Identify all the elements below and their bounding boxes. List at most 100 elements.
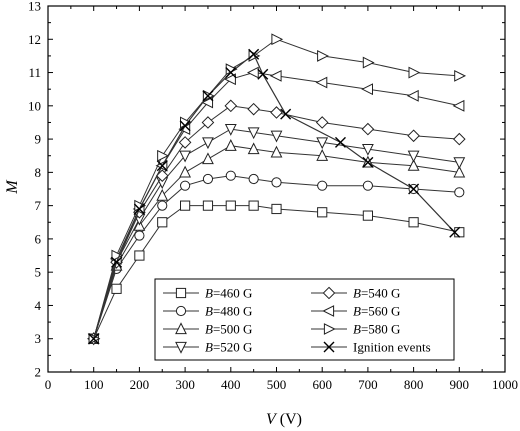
series-1-point xyxy=(317,207,328,218)
series-2-point xyxy=(362,180,373,191)
legend-item-1: B=460 G xyxy=(163,286,252,301)
series-2-point xyxy=(271,177,282,188)
series-1-point xyxy=(225,200,236,211)
series-8 xyxy=(88,48,461,345)
series-line-8 xyxy=(93,53,456,339)
legend-box xyxy=(154,278,455,361)
legend-label: B=580 G xyxy=(353,322,400,337)
x-tick-label: 900 xyxy=(450,377,470,392)
series-1-point xyxy=(134,250,145,261)
series-8-point xyxy=(408,183,420,195)
legend-item-3: B=500 G xyxy=(163,322,252,337)
series-7-point xyxy=(317,50,329,62)
series-6-point xyxy=(201,96,214,109)
series-5-point xyxy=(178,136,192,149)
series-8-point xyxy=(225,67,237,79)
series-4-point xyxy=(361,143,374,156)
series-7-point xyxy=(111,249,124,262)
series-8-point xyxy=(334,136,346,148)
series-5-point xyxy=(224,99,238,113)
series-8-point xyxy=(133,203,145,215)
legend-marker xyxy=(323,323,336,335)
series-3-point xyxy=(316,149,329,161)
series-1-point xyxy=(202,200,214,211)
series-8-point xyxy=(156,160,168,172)
plot-area xyxy=(86,33,467,346)
series-3-point xyxy=(247,142,260,155)
legend-marker xyxy=(175,305,187,317)
x-axis-variable: V xyxy=(266,411,278,428)
series-8-point xyxy=(449,226,461,238)
y-tick-label: 5 xyxy=(35,265,42,280)
legend-item-6: B=560 G xyxy=(311,304,400,319)
series-8-point xyxy=(362,156,374,168)
series-5-point xyxy=(270,106,283,119)
series-7-point xyxy=(454,69,467,82)
y-tick-label: 8 xyxy=(35,165,42,180)
series-2-point xyxy=(180,180,191,191)
y-tick-label: 4 xyxy=(35,298,42,313)
series-4-point xyxy=(202,137,214,150)
series-6-point xyxy=(224,73,236,86)
series-1-point xyxy=(408,217,419,228)
legend: B=460 G B=480 G B=500 G B=520 G B=540 G B=560… xyxy=(154,278,455,361)
series-2-point xyxy=(157,200,168,211)
series-2-point xyxy=(317,180,328,191)
series-8-point xyxy=(248,48,260,60)
series-5-point xyxy=(407,129,420,143)
series-4-point xyxy=(247,127,260,140)
x-tick-label: 100 xyxy=(84,377,104,392)
series-1-point xyxy=(180,200,191,211)
y-tick-label: 9 xyxy=(35,132,42,147)
series-7-point xyxy=(362,56,375,69)
x-tick-label: 300 xyxy=(175,377,195,392)
series-4-point xyxy=(453,157,466,170)
series-3-point xyxy=(407,158,420,171)
legend-item-5: B=540 G xyxy=(311,286,400,301)
series-1-point xyxy=(454,227,465,238)
y-tick-label: 2 xyxy=(35,365,42,380)
series-5-point xyxy=(361,122,375,136)
series-3-point xyxy=(453,165,466,178)
x-axis-unit: (V) xyxy=(276,411,302,428)
y-tick-label: 7 xyxy=(35,198,42,213)
series-5-point xyxy=(201,116,215,129)
series-4-point xyxy=(407,150,420,163)
legend-marker xyxy=(322,305,335,317)
legend-label: B=560 G xyxy=(353,304,400,319)
series-3-point xyxy=(156,188,169,201)
legend-item-7: B=580 G xyxy=(311,322,400,337)
series-8-point xyxy=(280,108,292,120)
legend-marker xyxy=(175,322,187,335)
series-6-point xyxy=(269,69,282,82)
series-3-point xyxy=(224,139,237,151)
y-tick-label: 11 xyxy=(28,65,41,80)
series-6-point xyxy=(361,83,373,96)
x-tick-label: 1000 xyxy=(492,377,518,392)
legend-item-2: B=480 G xyxy=(163,304,252,319)
x-tick-label: 700 xyxy=(358,377,378,392)
y-tick-label: 13 xyxy=(28,0,41,14)
series-4-point xyxy=(270,130,283,143)
series-4-point xyxy=(179,150,192,163)
legend-label: B=520 G xyxy=(205,340,252,355)
series-1-point xyxy=(157,217,168,228)
series-4-point xyxy=(224,124,237,136)
series-6-point xyxy=(452,99,465,112)
series-8-point xyxy=(202,90,214,102)
x-tick-label: 200 xyxy=(130,377,150,392)
x-tick-label: 600 xyxy=(312,377,332,392)
series-1-point xyxy=(362,210,373,221)
series-4 xyxy=(87,124,466,346)
series-2-point xyxy=(202,173,214,185)
y-tick-label: 6 xyxy=(35,231,42,246)
series-3-point xyxy=(179,165,192,178)
series-6-point xyxy=(315,76,328,89)
series-2-point xyxy=(454,187,465,198)
legend-marker xyxy=(323,341,335,353)
legend-item-4: B=520 G xyxy=(163,340,252,355)
series-3-point xyxy=(270,145,283,158)
series-7-point xyxy=(157,149,169,162)
legend-marker xyxy=(322,286,336,300)
